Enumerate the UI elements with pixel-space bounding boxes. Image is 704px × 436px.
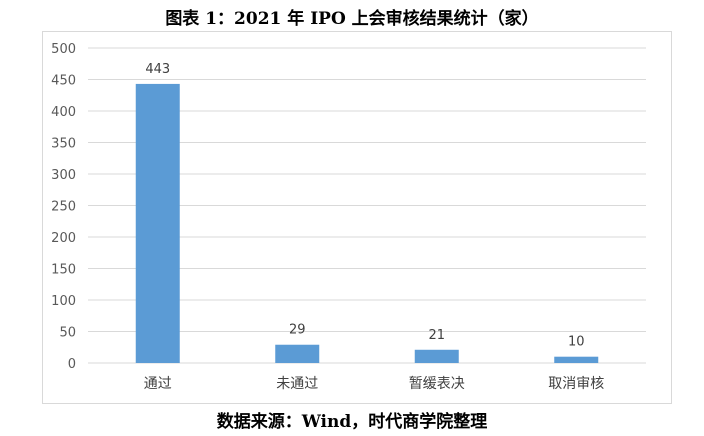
y-tick-label: 300: [51, 168, 76, 183]
y-tick-label: 150: [51, 263, 76, 278]
chart-frame: [42, 31, 672, 404]
bars: [135, 83, 599, 363]
data-label-4: 10: [568, 335, 585, 350]
data-labels: 443 29 21 10: [145, 62, 584, 350]
y-tick-label: 100: [51, 294, 76, 309]
y-tick-label: 450: [51, 74, 76, 89]
data-source-note: 数据来源：Wind，时代商学院整理: [216, 412, 488, 432]
data-label-1: 443: [145, 62, 170, 77]
bar-2: [275, 344, 320, 363]
y-tick-label: 400: [51, 105, 76, 120]
x-tick-label-4: 取消审核: [548, 376, 604, 392]
y-axis-ticks: 0 50 100 150 200 250 300 350 400 450 500: [51, 42, 76, 372]
bar-3: [414, 349, 459, 363]
x-tick-label-3: 暂缓表决: [409, 376, 465, 392]
gridlines: [88, 47, 646, 364]
bar-1: [135, 83, 180, 363]
y-tick-label: 0: [68, 357, 76, 372]
y-tick-label: 350: [51, 137, 76, 152]
x-axis-ticks: 通过 未通过 暂缓表决 取消审核: [144, 376, 605, 392]
y-tick-label: 500: [51, 42, 76, 57]
y-tick-label: 50: [59, 326, 76, 341]
bar-4: [554, 356, 599, 363]
x-tick-label-2: 未通过: [276, 376, 318, 392]
y-tick-label: 250: [51, 200, 76, 215]
data-label-3: 21: [428, 328, 445, 343]
y-tick-label: 200: [51, 231, 76, 246]
data-label-2: 29: [289, 323, 306, 338]
chart-title: 图表 1：2021 年 IPO 上会审核结果统计（家）: [165, 9, 539, 29]
x-tick-label-1: 通过: [144, 376, 172, 392]
